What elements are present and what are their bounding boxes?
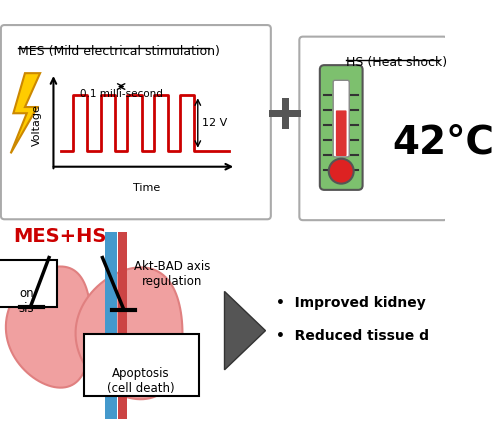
Bar [118,232,126,419]
Circle shape [328,159,353,184]
Bar [282,97,288,129]
Polygon shape [6,267,91,388]
Text: HS (Heat shock): HS (Heat shock) [346,56,447,69]
FancyBboxPatch shape [0,260,57,307]
Text: •  Reduced tissue d: • Reduced tissue d [276,329,429,343]
Text: on
sis: on sis [19,287,34,315]
FancyBboxPatch shape [1,25,271,219]
Text: Voltage: Voltage [32,104,42,146]
Text: 0.1 milli-second: 0.1 milli-second [80,89,162,99]
Polygon shape [224,291,266,370]
Bar [105,232,117,419]
Text: MES (Mild electrical stimulation): MES (Mild electrical stimulation) [18,45,220,58]
FancyBboxPatch shape [300,37,447,220]
Polygon shape [76,268,182,399]
FancyBboxPatch shape [333,80,349,157]
FancyBboxPatch shape [84,334,198,396]
Text: Apoptosis
(cell death): Apoptosis (cell death) [107,367,174,395]
Text: •  Improved kidney: • Improved kidney [276,296,426,310]
Text: MES+HS: MES+HS [14,227,106,246]
Text: 42°C: 42°C [392,124,494,162]
Polygon shape [10,73,40,153]
FancyBboxPatch shape [320,65,362,190]
Bar [270,110,300,117]
Text: 12 V: 12 V [202,118,228,128]
Text: Akt-BAD axis
regulation: Akt-BAD axis regulation [134,260,210,288]
Text: Time: Time [134,183,160,193]
FancyBboxPatch shape [336,110,346,156]
